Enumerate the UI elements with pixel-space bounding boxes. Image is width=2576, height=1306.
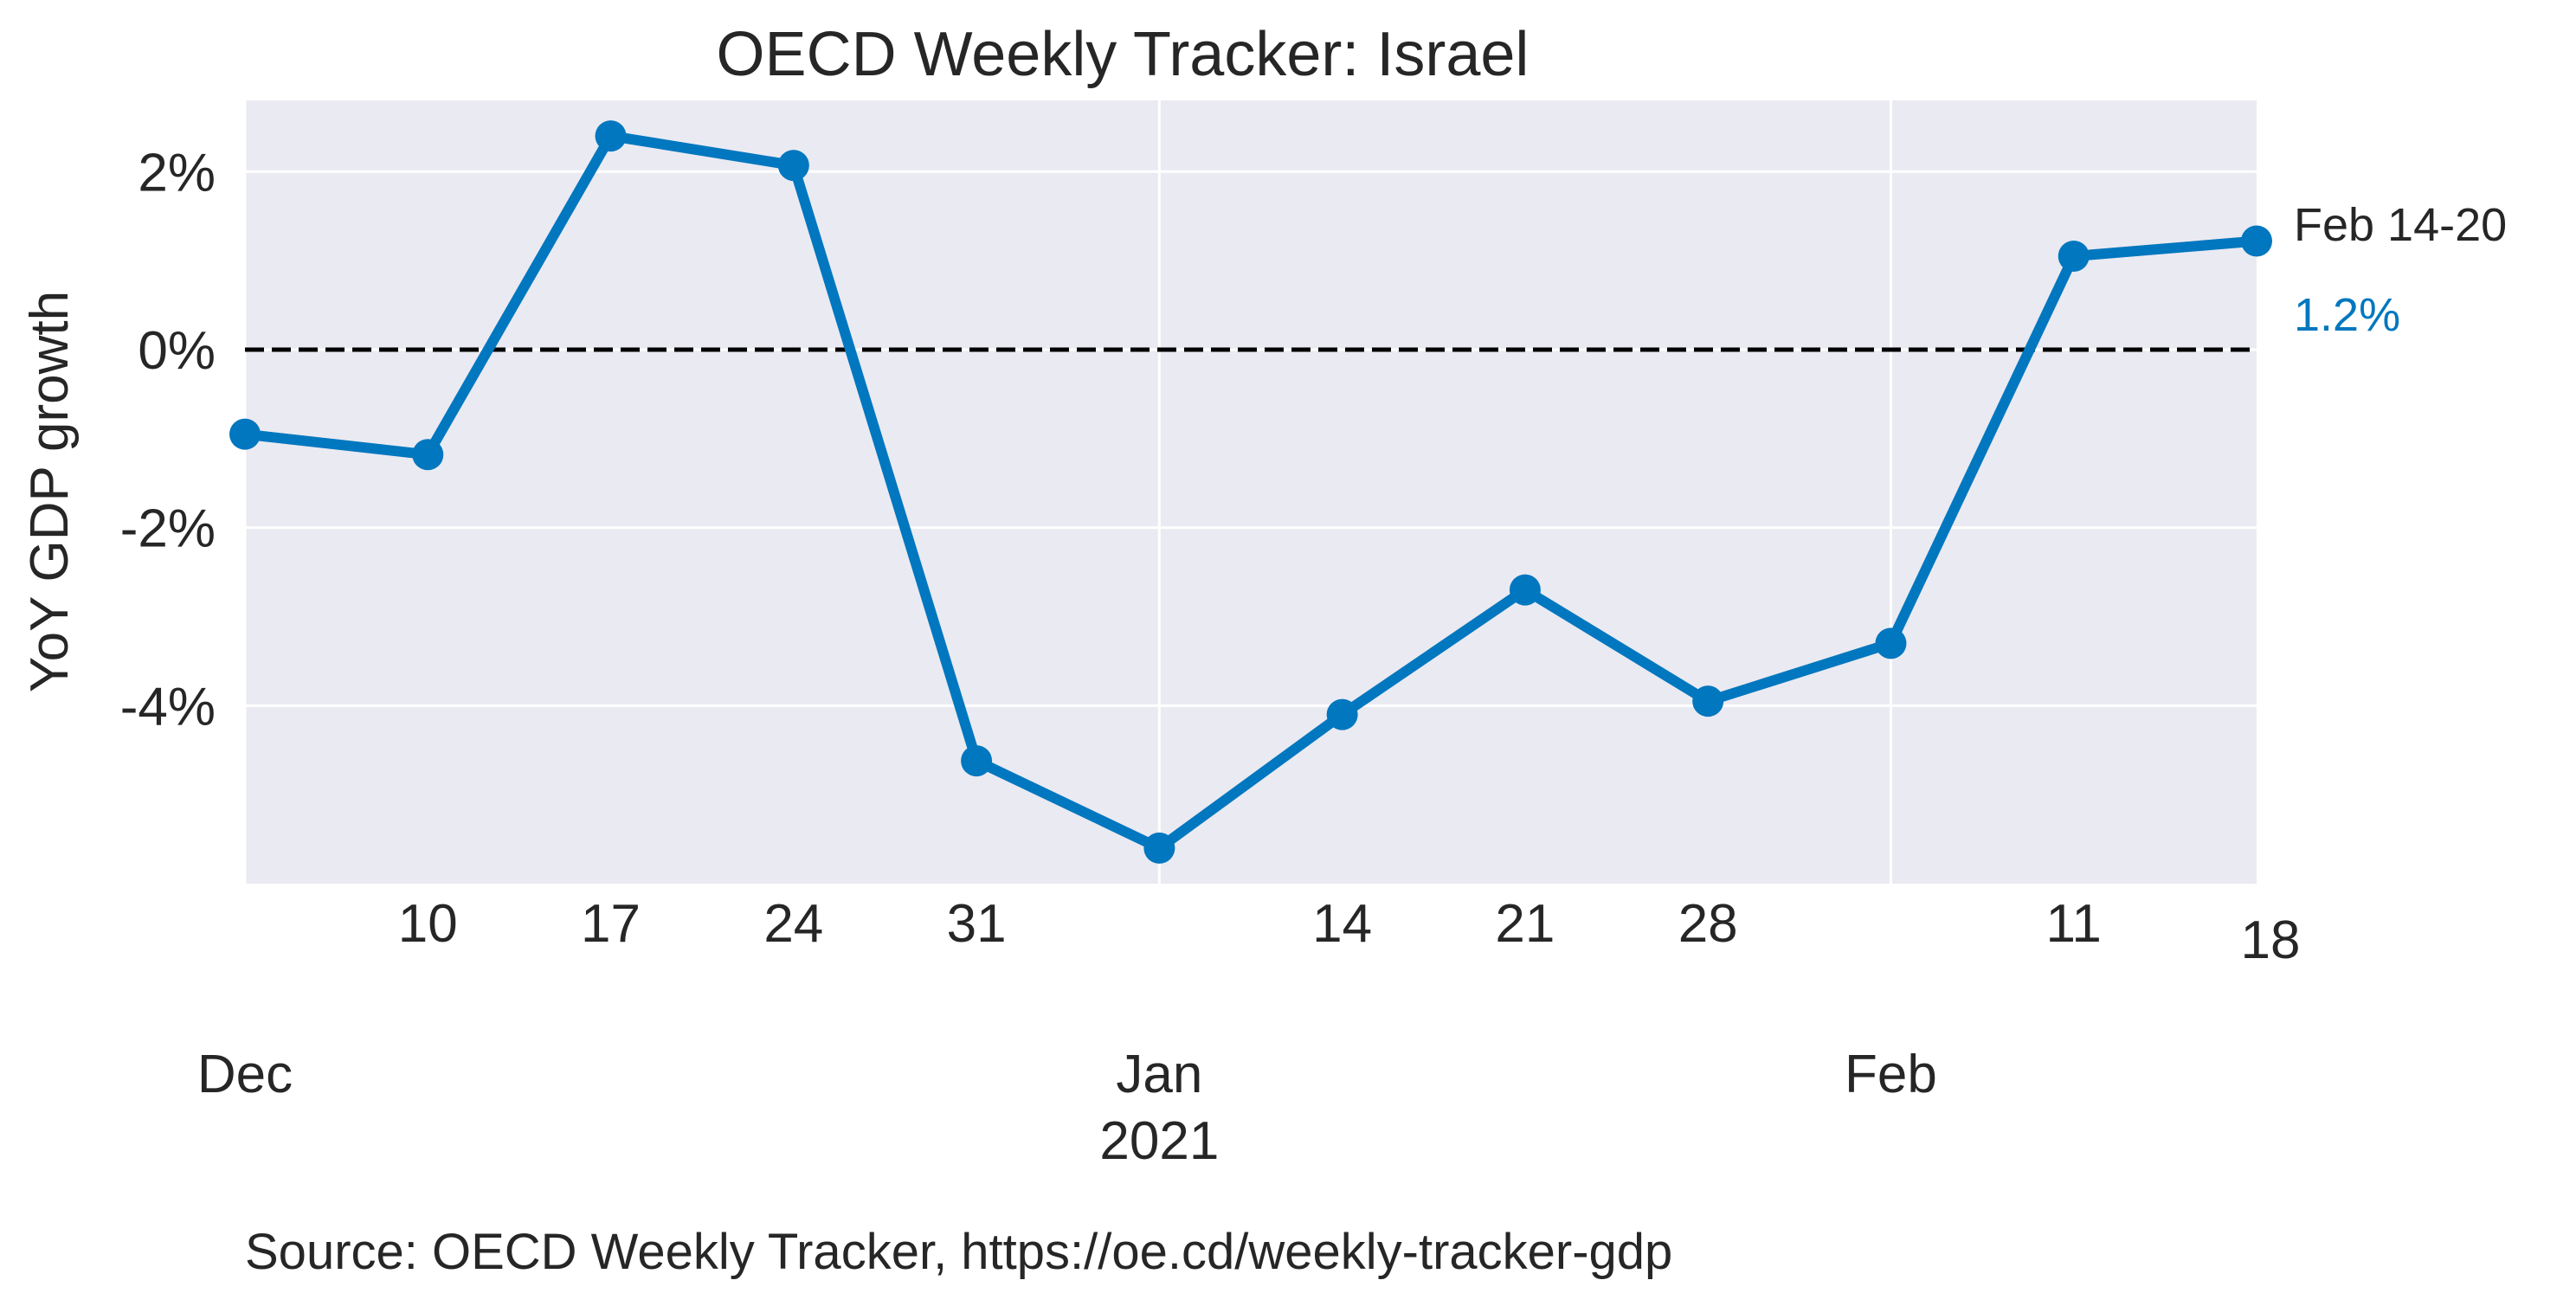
- y-tick-label: -2%: [120, 499, 216, 559]
- data-point: [595, 120, 627, 152]
- data-point: [777, 150, 809, 182]
- data-point: [229, 418, 261, 450]
- source-note: Source: OECD Weekly Tracker, https://oe.…: [245, 1224, 1672, 1280]
- x-tick-label: 31: [947, 894, 1007, 954]
- latest-value-label: 1.2%: [2294, 289, 2400, 341]
- y-tick-label: 0%: [138, 321, 216, 381]
- x-tick-label: 14: [1312, 894, 1372, 954]
- x-month-label: Dec: [197, 1045, 293, 1104]
- data-point: [2058, 240, 2090, 272]
- y-axis-label: YoY GDP growth: [20, 291, 80, 692]
- data-series: [229, 120, 2272, 864]
- data-point: [1326, 698, 1358, 730]
- data-point: [1143, 832, 1175, 864]
- data-point: [1875, 627, 1907, 659]
- x-tick-label: 28: [1678, 894, 1738, 954]
- x-tick-label: 24: [763, 894, 823, 954]
- x-month-label: Feb: [1845, 1045, 1937, 1104]
- y-axis-tick-labels: -4% -2% 0% 2%: [120, 143, 216, 737]
- data-point: [412, 439, 444, 471]
- y-tick-label: 2%: [138, 143, 216, 203]
- x-tick-label: 18: [2241, 910, 2301, 970]
- data-point: [2241, 225, 2272, 257]
- plot-area: [245, 100, 2257, 884]
- x-tick-label: 21: [1495, 894, 1555, 954]
- x-tick-label: 17: [581, 894, 641, 954]
- series-line: [244, 131, 2257, 853]
- x-tick-label: 10: [398, 894, 458, 954]
- x-year-label: 2021: [1099, 1111, 1219, 1171]
- y-tick-label: -4%: [120, 677, 216, 737]
- data-point: [961, 745, 993, 777]
- x-tick-label: 11: [2046, 894, 2102, 954]
- data-point: [1509, 574, 1541, 606]
- x-axis-tick-labels: 10 17 24 31 14 21 28 11 18 Dec Jan 2021 Feb: [197, 894, 2301, 1171]
- latest-period-label: Feb 14-20: [2294, 199, 2507, 251]
- chart-title: OECD Weekly Tracker: Israel: [717, 20, 1530, 89]
- data-point: [1692, 685, 1724, 717]
- x-month-label: Jan: [1116, 1045, 1202, 1104]
